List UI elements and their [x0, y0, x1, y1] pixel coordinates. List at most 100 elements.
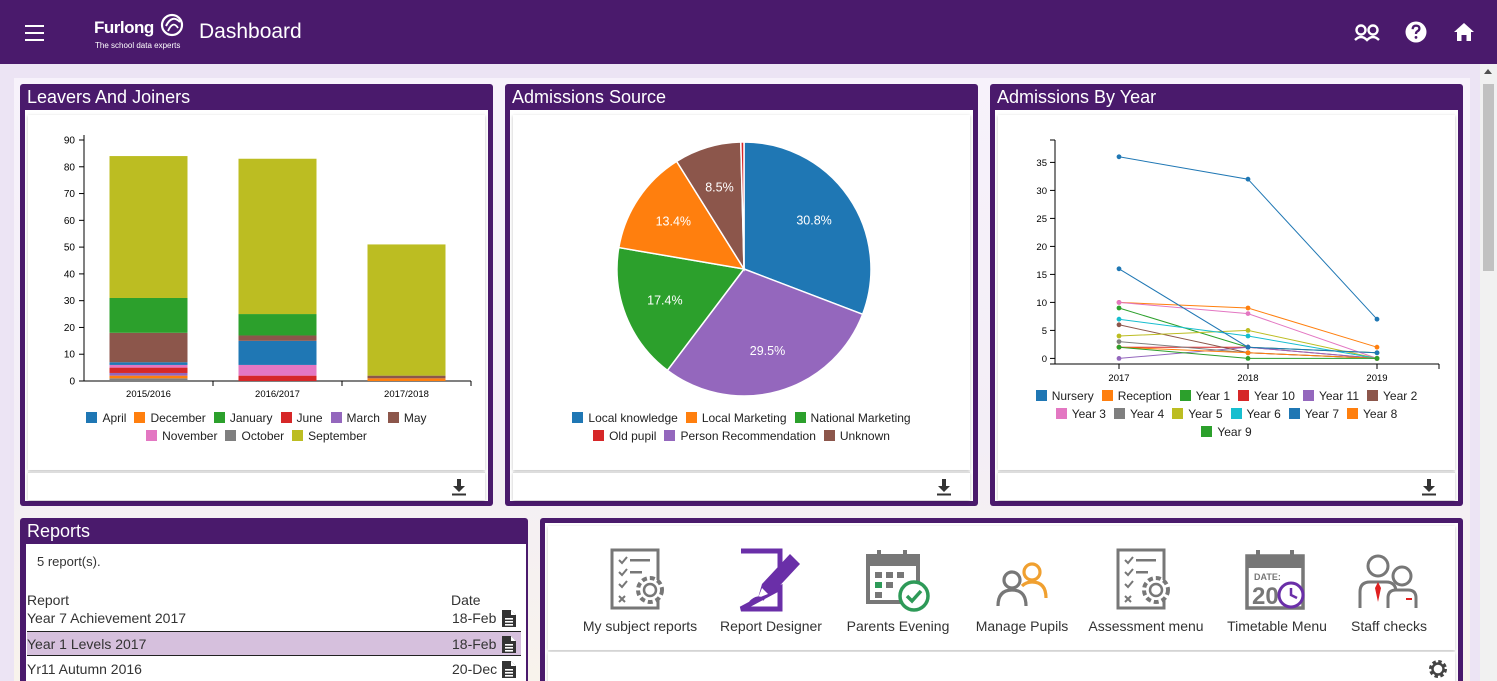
parents-evening-link[interactable]: Parents Evening — [842, 548, 954, 634]
legend-item[interactable]: Nursery — [1035, 389, 1094, 403]
legend-label: September — [308, 429, 367, 443]
table-row[interactable]: Year 1 Levels 2017 18-Feb — [27, 631, 521, 656]
report-designer-link[interactable]: Report Designer — [716, 548, 826, 634]
panel-body: 5 report(s). Report Date Year 7 Achievem… — [26, 544, 526, 681]
scroll-up-arrow-icon[interactable] — [1484, 69, 1492, 74]
document-icon[interactable] — [501, 635, 517, 657]
legend-item[interactable]: Year 11 — [1302, 389, 1360, 403]
panel-body: 30.8% 29.5% 17.4% 13.4% 8.5% Local knowledge… — [510, 110, 973, 501]
document-icon[interactable] — [501, 660, 517, 681]
legend-item[interactable]: Old pupil — [593, 429, 656, 443]
legend-label: Year 11 — [1318, 389, 1360, 403]
data-point — [1245, 176, 1251, 182]
furlong-logo[interactable]: Furlong The school data experts — [94, 12, 194, 54]
legend-item[interactable]: Year 8 — [1347, 407, 1397, 421]
data-point — [1374, 356, 1380, 361]
data-point — [1116, 266, 1122, 272]
data-point — [1245, 344, 1251, 350]
page-scrollbar[interactable] — [1480, 64, 1497, 681]
x-tick-label: 2016/2017 — [255, 389, 300, 400]
panel-title: Admissions By Year — [997, 87, 1157, 107]
pie-slice-label: 13.4% — [656, 215, 691, 229]
legend-item[interactable]: Year 6 — [1230, 407, 1281, 421]
legend-item[interactable]: Year 10 — [1238, 389, 1295, 403]
legend-item[interactable]: January — [213, 411, 273, 425]
download-icon[interactable] — [936, 478, 952, 496]
link-label: Manage Pupils — [975, 618, 1069, 634]
legend-item[interactable]: October — [225, 429, 284, 443]
y-tick-label: 35 — [1036, 158, 1047, 169]
legend-swatch — [1035, 390, 1047, 401]
gear-icon[interactable] — [1427, 658, 1449, 680]
legend-label: Local Marketing — [701, 411, 787, 425]
hamburger-menu-icon[interactable] — [24, 22, 48, 42]
legend-item[interactable]: Year 1 — [1179, 389, 1230, 403]
scroll-thumb[interactable] — [1483, 84, 1494, 271]
panel-body: 0 10 20 30 40 50 60 70 80 90 2015/2016 2016/2017 201… — [25, 110, 488, 501]
pie-slice-label: 30.8% — [796, 214, 831, 228]
legend-item[interactable]: June — [280, 411, 323, 425]
legend-item[interactable]: Unknown — [823, 429, 890, 443]
top-bar: Furlong The school data experts Dashboar… — [0, 0, 1497, 64]
panel-title: Admissions Source — [512, 87, 667, 107]
assessment-menu-link[interactable]: Assessment menu — [1086, 548, 1206, 634]
y-tick-label: 20 — [1036, 242, 1047, 253]
legend-swatch — [823, 430, 835, 441]
legend-item[interactable]: Person Recommendation — [664, 429, 816, 443]
download-icon[interactable] — [451, 478, 467, 496]
card-footer — [28, 472, 485, 500]
manage-pupils-link[interactable]: Manage Pupils — [972, 548, 1072, 634]
help-icon[interactable] — [1404, 20, 1430, 44]
leavers-joiners-panel: Leavers And Joiners 0 10 20 30 40 50 60 70 80 90 2… — [20, 84, 493, 506]
bar-segment — [238, 375, 317, 381]
staff-checks-link[interactable]: Staff checks — [1346, 548, 1432, 634]
legend-item[interactable]: Year 2 — [1367, 389, 1417, 403]
legend-label: Year 5 — [1188, 407, 1223, 421]
legend-item[interactable]: Year 9 — [1201, 425, 1252, 439]
link-label: Parents Evening — [846, 618, 950, 634]
legend-swatch — [387, 412, 399, 423]
panel-title: Leavers And Joiners — [27, 87, 191, 107]
svg-text:DATE:: DATE: — [1254, 572, 1281, 582]
legend-item[interactable]: December — [134, 411, 206, 425]
pie-chart: 30.8% 29.5% 17.4% 13.4% 8.5% — [616, 141, 872, 397]
y-tick-label: 10 — [1036, 298, 1047, 309]
legend-item[interactable]: April — [86, 411, 126, 425]
card-footer — [513, 472, 970, 500]
legend-item[interactable]: September — [292, 429, 367, 443]
home-icon[interactable] — [1452, 20, 1478, 44]
legend-item[interactable]: Local knowledge — [572, 411, 678, 425]
legend-label: March — [346, 411, 380, 425]
my-subject-reports-link[interactable]: My subject reports — [582, 548, 698, 634]
download-icon[interactable] — [1421, 478, 1437, 496]
table-row[interactable]: Yr11 Autumn 2016 20-Dec — [27, 657, 521, 681]
legend-label: Old pupil — [609, 429, 657, 443]
bar-segment — [238, 314, 317, 336]
quick-links-footer — [548, 652, 1455, 681]
legend-item[interactable]: November — [146, 429, 217, 443]
legend-item[interactable]: March — [330, 411, 380, 425]
switch-user-icon[interactable] — [1354, 20, 1380, 44]
pie-slice-label: 17.4% — [647, 293, 682, 307]
link-label: Staff checks — [1350, 618, 1427, 634]
table-row[interactable]: Year 7 Achievement 2017 18-Feb — [27, 606, 521, 631]
legend-item[interactable]: Year 7 — [1288, 407, 1339, 421]
bar-segment — [238, 340, 317, 365]
bar-segment — [109, 372, 188, 376]
legend-item[interactable]: May — [387, 411, 427, 425]
report-name: Year 1 Levels 2017 — [27, 636, 147, 652]
legend-item[interactable]: Reception — [1101, 389, 1172, 403]
chart-legend: April December January June March May November… — [28, 411, 485, 447]
x-tick-label: 2018 — [1237, 373, 1258, 384]
legend-item[interactable]: Year 3 — [1055, 407, 1106, 421]
legend-item[interactable]: Year 4 — [1113, 407, 1164, 421]
legend-label: Unknown — [839, 429, 890, 443]
document-icon[interactable] — [501, 609, 517, 631]
legend-item[interactable]: Year 5 — [1172, 407, 1223, 421]
bar-chart: 0 10 20 30 40 50 60 70 80 90 2015/2016 2016/2017 201… — [64, 135, 472, 400]
legend-item[interactable]: Local Marketing — [685, 411, 787, 425]
timetable-menu-link[interactable]: DATE: 20 Timetable Menu — [1224, 548, 1330, 634]
legend-item[interactable]: National Marketing — [794, 411, 911, 425]
legend-row: Old pupil Person Recommendation Unknown — [513, 429, 970, 447]
legend-label: June — [296, 411, 323, 425]
